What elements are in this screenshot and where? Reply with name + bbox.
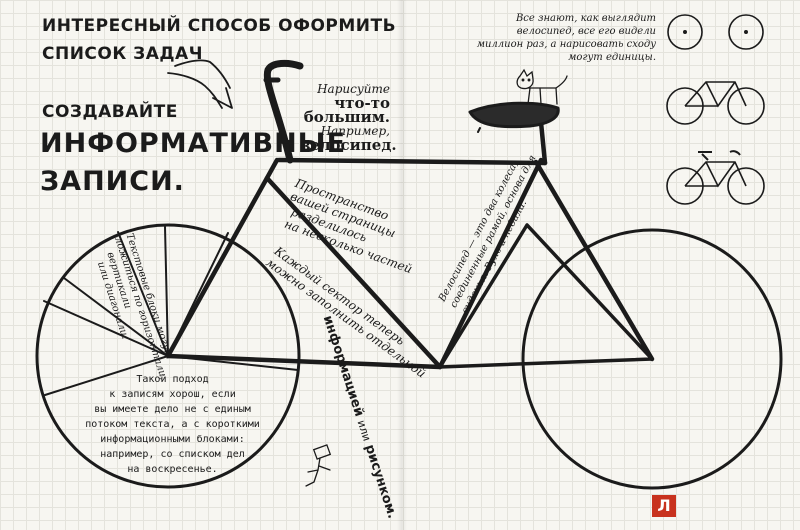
page-title-line2: СПИСОК ЗАДАЧ [42, 44, 203, 64]
note-line: информационными блоками: [100, 434, 245, 445]
rear-wheel-sectors [43, 226, 299, 396]
note-line: могут единицы. [568, 52, 656, 63]
note-line: Например, [320, 124, 390, 138]
person-sketch-icon [305, 444, 332, 487]
note-line: Такой подход [136, 374, 209, 385]
page-fold [397, 0, 407, 530]
note-line: например, со списком дел [100, 449, 245, 460]
bike-sketch-circles-icon [667, 14, 764, 50]
note-line: что-то большим. [303, 94, 390, 126]
note-line: велосипед, все его видели [516, 26, 656, 37]
note-line: миллион раз, а нарисовать сходу [476, 39, 656, 50]
note-line: на воскресенье. [127, 464, 218, 475]
rear-wheel [35, 223, 301, 489]
bike-sketch-frame-icon [666, 81, 765, 125]
note-line: Все знают, как выглядит [515, 13, 656, 24]
page-title-line1: ИНТЕРЕСНЫЙ СПОСОБ ОФОРМИТЬ [42, 16, 397, 36]
heading-informative: ИНФОРМАТИВНЫЕ [40, 128, 347, 159]
note-everyone-knows: Все знают, как выглядит велосипед, все е… [470, 12, 656, 64]
note-line: велосипед. [300, 136, 397, 154]
cat-sketch-icon [516, 68, 568, 105]
note-approach: Такой подход к записям хорош, если вы им… [60, 372, 285, 477]
note-line: вы имеете дело не с единым [94, 404, 251, 415]
bike-sketch-full-icon [666, 150, 765, 205]
handlebar [263, 59, 304, 164]
note-line: потоком текста, а с короткими [85, 419, 260, 430]
heading-create: СОЗДАВАЙТЕ [42, 102, 178, 122]
front-wheel [521, 228, 783, 490]
seat [468, 101, 560, 129]
arrow-down-icon [167, 59, 233, 109]
note-draw-big: Нарисуйте что-то большим. Например, вело… [300, 82, 397, 154]
note-line: к записям хорош, если [109, 389, 236, 400]
note-line: Нарисуйте [317, 82, 390, 96]
heading-records: ЗАПИСИ. [40, 166, 185, 197]
publisher-logo: Л [652, 495, 676, 517]
bike-frame [165, 109, 655, 370]
